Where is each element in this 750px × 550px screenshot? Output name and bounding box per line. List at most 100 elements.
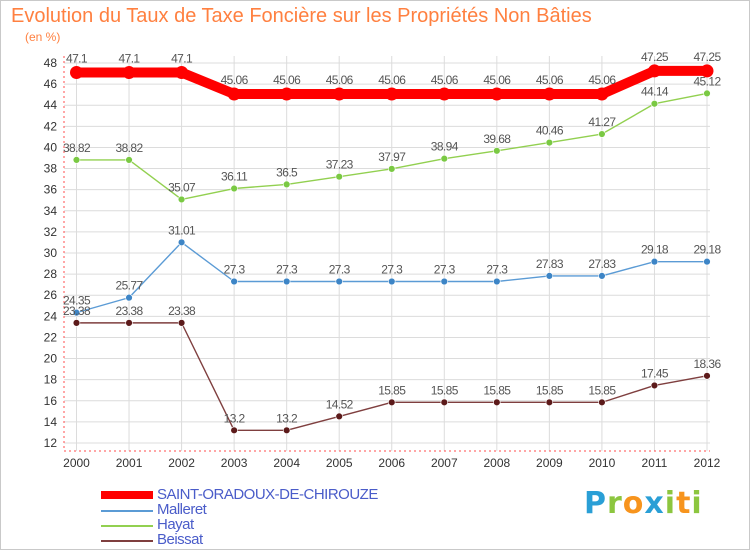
- y-tick-label: 40: [44, 140, 58, 154]
- logo-letter: r: [607, 486, 623, 521]
- data-point: [335, 412, 343, 421]
- data-point: [440, 277, 448, 286]
- y-tick-label: 36: [44, 183, 58, 197]
- data-label: 29.18: [693, 243, 721, 257]
- data-point: [70, 66, 83, 79]
- logo-letter: i: [691, 486, 703, 521]
- logo-letter: t: [676, 486, 692, 521]
- data-point: [385, 87, 399, 101]
- data-point: [282, 180, 291, 189]
- data-label: 40.46: [536, 124, 564, 138]
- x-tick-label: 2004: [273, 456, 300, 470]
- data-label: 23.38: [116, 304, 144, 318]
- data-label: 15.85: [588, 383, 616, 397]
- y-tick-label: 18: [44, 373, 58, 387]
- data-point: [177, 319, 186, 327]
- legend-item-beissat: Beissat: [101, 531, 521, 548]
- x-tick-label: 2012: [694, 456, 721, 470]
- data-point: [542, 87, 556, 101]
- y-tick-label: 44: [44, 98, 58, 112]
- y-tick-label: 16: [44, 394, 58, 408]
- data-label: 47.1: [171, 52, 193, 66]
- y-tick-label: 24: [44, 309, 58, 323]
- data-point: [598, 130, 606, 138]
- logo-letter: P: [584, 486, 607, 521]
- legend-swatch: [101, 540, 153, 542]
- x-tick-label: 2005: [326, 456, 353, 470]
- data-point: [177, 238, 186, 247]
- proxiti-logo: Proxiti: [584, 486, 703, 521]
- data-label: 47.25: [693, 50, 721, 64]
- data-point: [72, 308, 81, 317]
- data-point: [125, 319, 133, 327]
- data-point: [595, 87, 609, 101]
- data-label: 25.77: [116, 279, 144, 293]
- data-label: 27.3: [224, 263, 246, 277]
- chart-title: Evolution du Taux de Taxe Foncière sur l…: [11, 5, 592, 27]
- data-point: [545, 138, 554, 147]
- y-tick-label: 14: [44, 415, 58, 429]
- y-tick-label: 22: [44, 330, 58, 344]
- data-label: 27.3: [276, 263, 298, 277]
- data-point: [493, 147, 501, 155]
- data-point: [280, 87, 294, 101]
- data-label: 37.23: [326, 158, 354, 172]
- data-point: [72, 156, 81, 164]
- y-tick-label: 38: [44, 162, 58, 176]
- legend-label: Beissat: [157, 531, 203, 548]
- legend-item-malleret: Malleret: [101, 501, 521, 518]
- data-point: [703, 89, 711, 98]
- legend-item-hayat: Hayat: [101, 516, 521, 533]
- data-point: [332, 87, 346, 101]
- x-tick-label: 2001: [116, 456, 143, 470]
- data-label: 38.94: [431, 140, 459, 154]
- y-tick-label: 34: [44, 204, 58, 218]
- data-point: [650, 100, 659, 108]
- data-label: 44.14: [641, 85, 669, 99]
- x-tick-label: 2003: [221, 456, 248, 470]
- legend-label: Hayat: [157, 516, 194, 533]
- data-point: [598, 272, 606, 280]
- data-point: [545, 398, 554, 407]
- data-point: [545, 272, 554, 280]
- data-label: 37.97: [378, 150, 406, 164]
- data-label: 18.36: [693, 357, 721, 371]
- data-point: [230, 277, 238, 286]
- data-point: [703, 372, 711, 380]
- data-point: [700, 64, 714, 78]
- legend-label: Malleret: [157, 501, 207, 518]
- data-label: 15.85: [431, 383, 459, 397]
- data-label: 45.06: [431, 73, 459, 87]
- legend-item-saint-oradoux: SAINT-ORADOUX-DE-CHIROUZE: [101, 486, 521, 503]
- data-label: 27.3: [486, 263, 508, 277]
- x-tick-label: 2007: [431, 456, 458, 470]
- data-point: [388, 398, 396, 407]
- data-point: [282, 426, 291, 435]
- data-label: 23.38: [63, 304, 91, 318]
- data-label: 45.06: [378, 73, 406, 87]
- logo-letter: o: [622, 486, 645, 521]
- data-point: [650, 257, 659, 266]
- data-point: [335, 172, 343, 181]
- data-label: 47.25: [641, 50, 669, 64]
- y-tick-label: 28: [44, 267, 58, 281]
- y-tick-label: 20: [44, 352, 58, 366]
- data-label: 38.82: [116, 141, 144, 155]
- data-point: [493, 398, 501, 407]
- data-point: [437, 87, 451, 101]
- x-tick-label: 2011: [642, 456, 668, 470]
- data-point: [227, 87, 241, 101]
- data-label: 45.06: [483, 73, 511, 87]
- data-label: 45.06: [536, 73, 564, 87]
- data-label: 27.3: [381, 263, 403, 277]
- x-tick-label: 2000: [63, 456, 90, 470]
- data-point: [175, 66, 189, 79]
- data-point: [440, 154, 448, 163]
- data-label: 31.01: [168, 223, 196, 237]
- data-label: 41.27: [588, 115, 616, 129]
- data-label: 45.06: [588, 73, 616, 87]
- data-point: [647, 64, 661, 78]
- unit-label: (en %): [25, 30, 61, 44]
- data-label: 15.85: [378, 383, 406, 397]
- data-label: 47.1: [66, 52, 88, 66]
